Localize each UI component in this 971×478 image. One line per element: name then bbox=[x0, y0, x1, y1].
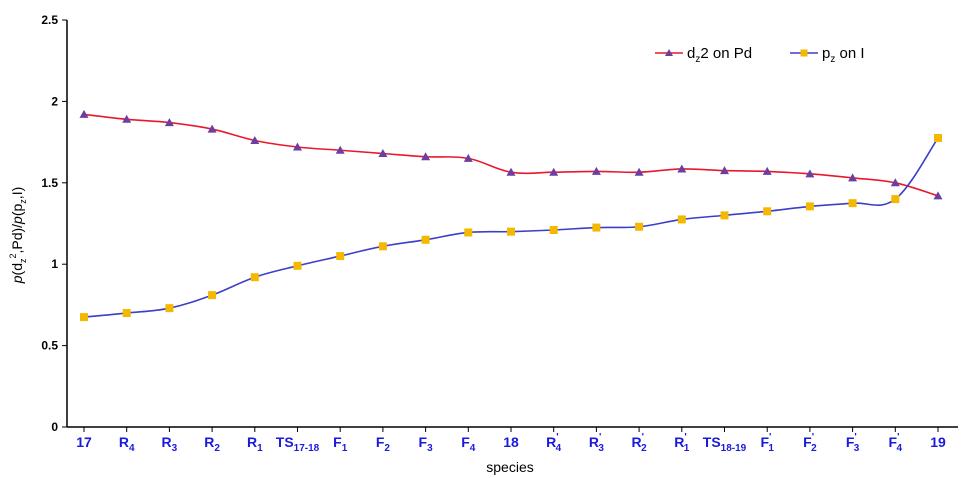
x-tick-label: R3 bbox=[162, 434, 178, 454]
x-tick-label: F4 bbox=[461, 434, 476, 454]
data-point bbox=[336, 252, 345, 261]
legend-entry: pz on I bbox=[790, 45, 865, 65]
data-point bbox=[677, 215, 686, 224]
data-point bbox=[549, 167, 559, 176]
data-point bbox=[933, 191, 943, 200]
data-point bbox=[890, 178, 900, 187]
data-point bbox=[378, 148, 388, 157]
data-point bbox=[848, 199, 857, 208]
series-pz-i bbox=[80, 134, 942, 322]
legend: dz2 on Pd pz on I bbox=[655, 45, 865, 65]
x-ticks: 17 R4 R3 R2 R1 TS17-18 F1 F2 F3 F4 18 R' 4 R' 3 R' 2 R' 1 T… bbox=[76, 427, 946, 454]
x-tick-label: R4 bbox=[119, 434, 135, 454]
x-tick-label: F2 bbox=[376, 434, 391, 454]
data-point bbox=[720, 166, 729, 175]
data-point bbox=[250, 273, 259, 282]
data-point bbox=[79, 109, 89, 118]
x-tick-label: F' 3 bbox=[846, 432, 860, 454]
data-point bbox=[677, 164, 687, 173]
data-point bbox=[763, 207, 772, 216]
y-tick-label: 0 bbox=[51, 420, 58, 434]
data-point bbox=[549, 226, 558, 235]
y-tick-label: 0.5 bbox=[41, 339, 58, 353]
legend-marker bbox=[800, 49, 808, 57]
y-tick-label: 2 bbox=[51, 94, 58, 108]
legend-marker bbox=[665, 49, 673, 56]
data-point bbox=[293, 261, 302, 270]
data-point bbox=[250, 135, 260, 144]
axes bbox=[66, 20, 958, 428]
series-layer bbox=[79, 109, 943, 322]
data-point bbox=[848, 173, 858, 182]
x-tick-label: R' 2 bbox=[632, 432, 648, 454]
data-point bbox=[165, 304, 174, 313]
data-point bbox=[164, 118, 174, 127]
y-tick-label: 2.5 bbox=[41, 13, 58, 27]
data-point bbox=[208, 291, 217, 300]
data-point bbox=[464, 228, 473, 237]
data-point bbox=[507, 227, 515, 236]
series-dz2-pd bbox=[79, 109, 943, 200]
x-tick-label: R' 3 bbox=[589, 432, 605, 454]
data-point bbox=[635, 222, 644, 231]
data-point bbox=[591, 166, 601, 175]
x-tick-label: F1 bbox=[333, 434, 348, 454]
data-point bbox=[421, 152, 431, 161]
data-point bbox=[122, 114, 132, 123]
data-point bbox=[207, 124, 217, 133]
data-point bbox=[934, 134, 942, 143]
data-point bbox=[720, 211, 729, 220]
y-tick-label: 1.5 bbox=[41, 176, 58, 190]
data-point bbox=[122, 309, 131, 318]
legend-label: dz2 on Pd bbox=[687, 45, 752, 65]
x-tick-label: R' 1 bbox=[674, 432, 690, 454]
x-axis-title: species bbox=[486, 459, 533, 475]
data-point bbox=[592, 223, 601, 232]
data-point bbox=[463, 153, 473, 162]
x-tick-label: R2 bbox=[204, 434, 220, 454]
x-tick-label: F' 4 bbox=[889, 432, 903, 454]
data-point bbox=[421, 235, 430, 244]
data-point bbox=[634, 167, 644, 176]
x-tick-label: F3 bbox=[419, 434, 434, 454]
x-tick-label: F' 1 bbox=[760, 432, 774, 454]
data-point bbox=[762, 166, 772, 175]
y-ticks: 0 0.5 1 1.5 2 2.5 bbox=[41, 13, 67, 434]
legend-label: pz on I bbox=[822, 45, 865, 65]
x-tick-label: R' 4 bbox=[546, 432, 562, 454]
x-tick-label: R1 bbox=[247, 434, 263, 454]
x-tick-label: F' 2 bbox=[803, 432, 817, 454]
data-point bbox=[80, 313, 88, 322]
x-tick-label: 19 bbox=[930, 434, 946, 450]
data-point bbox=[378, 242, 387, 251]
data-point bbox=[805, 202, 814, 211]
y-tick-label: 1 bbox=[51, 257, 58, 271]
data-point bbox=[506, 167, 516, 176]
x-tick-label: 17 bbox=[76, 434, 92, 450]
legend-entry: dz2 on Pd bbox=[655, 45, 752, 65]
data-point bbox=[293, 142, 302, 151]
data-point bbox=[891, 195, 900, 204]
series-line bbox=[83, 137, 939, 318]
data-point bbox=[805, 169, 815, 178]
x-tick-label: TS18-19 bbox=[703, 434, 747, 454]
x-tick-label: 18 bbox=[503, 434, 519, 450]
data-point bbox=[335, 145, 345, 154]
x-tick-label: TS17-18 bbox=[276, 434, 320, 454]
y-axis-title: p(dz2,Pd)/p(pz,I) bbox=[8, 187, 28, 285]
